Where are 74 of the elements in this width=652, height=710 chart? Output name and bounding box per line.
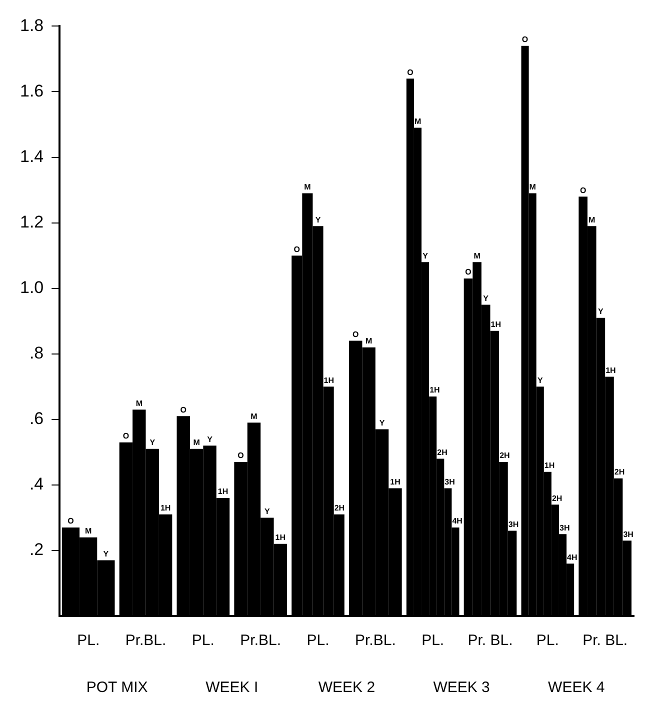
text: 2H [552, 494, 562, 503]
x-tick-label: Pr. BL. [468, 632, 513, 650]
x-tick-label: Pr.BL. [354, 632, 396, 650]
x-tick-label: Pr.BL. [125, 632, 166, 650]
text: 3H [623, 530, 634, 539]
text: WEEK 3 [433, 679, 490, 696]
x-tick-label: PL. [422, 632, 444, 650]
text: M [414, 116, 422, 126]
y-tick-label: 1.8 [20, 16, 44, 35]
text: O [294, 244, 300, 254]
y-tick-label: .4 [29, 474, 44, 494]
text: M [250, 412, 258, 421]
y-tick-label: 1.2 [20, 212, 44, 232]
text: Y [150, 438, 156, 448]
series-label: 2H [437, 448, 448, 457]
series-label: 4H [452, 516, 463, 526]
text: 1H [160, 504, 171, 513]
text: 3H [559, 523, 570, 532]
text: O [238, 451, 244, 460]
series-label: Y [103, 550, 110, 558]
text: M [136, 398, 142, 408]
text: POT MIX [86, 679, 148, 696]
text: Y [537, 376, 543, 385]
text: 1H [606, 366, 616, 376]
text: M [365, 336, 372, 346]
text: WEEK 4 [548, 679, 605, 696]
y-tick-label: 1.4 [20, 146, 44, 166]
text: 2H [614, 468, 625, 477]
text: Y [598, 307, 604, 316]
text: O [352, 330, 359, 339]
text: WEEK I [206, 679, 258, 696]
series-label: 1H [390, 477, 401, 486]
x-tick-label: PL. [77, 632, 100, 650]
text: 1H [324, 376, 334, 385]
text: WEEK 2 [318, 679, 376, 696]
x-tick-label: PL. [192, 632, 214, 650]
text: M [529, 182, 536, 192]
text: 3H [508, 520, 519, 530]
text: 1H [430, 386, 440, 395]
x-tick-label: Pr. BL. [582, 632, 628, 650]
text: 2H [500, 451, 510, 460]
y-tick-label: .2 [29, 540, 44, 560]
y-tick-label: .8 [29, 344, 44, 363]
series-label: O [68, 516, 74, 526]
text: 2H [334, 504, 345, 513]
text: Y [264, 506, 270, 516]
y-tick-label: .6 [29, 409, 44, 428]
text: Y [422, 251, 428, 260]
text: Y [207, 434, 212, 444]
x-tick-label: Pr.BL. [240, 632, 282, 650]
text: Y [315, 215, 321, 224]
text: 1H [218, 487, 228, 496]
y-tick-label: 1.0 [20, 278, 44, 298]
text: O [407, 68, 414, 77]
x-tick-label: PL. [536, 632, 559, 650]
text: M [193, 438, 200, 448]
x-tick-label: PL. [306, 632, 330, 650]
text: Y [379, 418, 385, 428]
text: Y [483, 294, 489, 303]
text: 1H [490, 320, 501, 330]
text: 4H [567, 552, 578, 562]
text: M [588, 215, 596, 224]
text: M [304, 182, 311, 192]
series-label: 3H [444, 477, 456, 486]
text: O [122, 432, 130, 441]
series-label: M [85, 526, 92, 536]
text: M [474, 251, 480, 260]
text: O [465, 268, 472, 277]
text: 1H [544, 461, 555, 470]
text: 1H [275, 533, 286, 542]
text: O [522, 35, 528, 44]
text: O [580, 186, 586, 195]
text: O [180, 405, 186, 414]
y-tick-label: 1.6 [20, 81, 44, 100]
